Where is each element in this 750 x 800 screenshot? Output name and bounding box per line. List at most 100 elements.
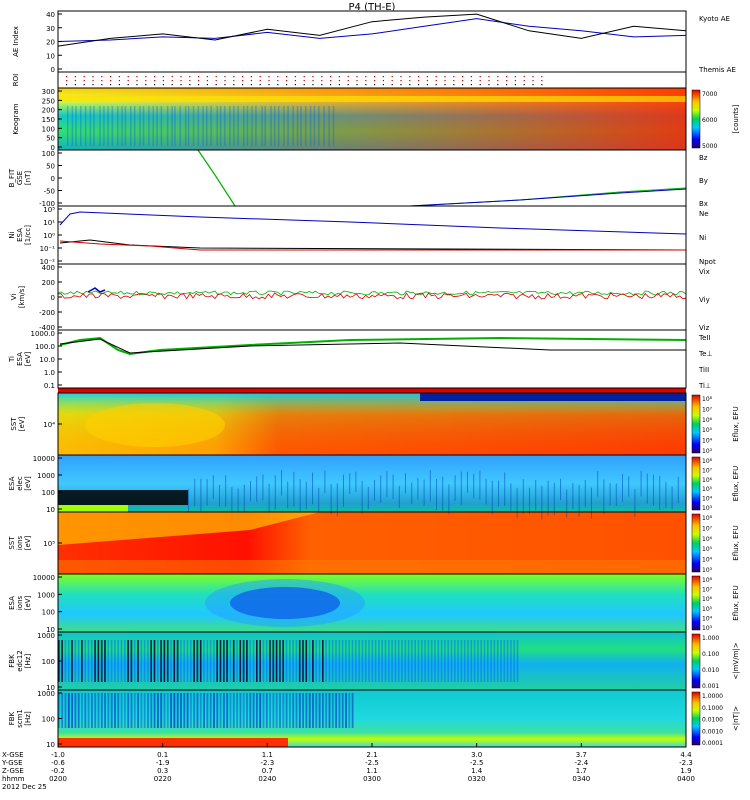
keogram-stripe xyxy=(156,106,158,146)
roi-dot xyxy=(294,76,296,78)
y-tick-label: 100.0 xyxy=(35,343,55,351)
y-tick-label: 1000 xyxy=(37,632,55,640)
roi-dot xyxy=(391,84,393,86)
colorbar-tick: 0.010 xyxy=(702,667,719,674)
roi-dot xyxy=(532,80,534,82)
fbk-scm1-stripe xyxy=(272,693,275,728)
fbk-edc12-stripe xyxy=(368,640,370,682)
fbk-edc12-stripe xyxy=(285,640,288,682)
y-tick-label: 40 xyxy=(46,11,55,19)
fbk-scm1-stripe xyxy=(140,693,143,728)
esa-elec-noise xyxy=(467,471,468,493)
keogram-stripe xyxy=(166,106,169,146)
colorbar-tick: 10³ xyxy=(702,448,713,455)
fbk-edc12-stripe xyxy=(444,640,446,682)
roi-dot xyxy=(215,80,217,82)
fbk-scm1-stripe xyxy=(84,693,87,728)
sst-ions-lower xyxy=(58,560,686,574)
fbk-edc12-stripe xyxy=(262,640,265,682)
fbk-scm1-stripe xyxy=(94,693,97,728)
colorbar-tick: 10⁸ xyxy=(702,458,713,465)
legend-entry: Viz xyxy=(699,324,710,332)
roi-dot xyxy=(470,80,472,82)
esa-elec-noise xyxy=(212,475,214,499)
esa-elec-noise xyxy=(219,484,220,507)
x-tick-label: -1.0 xyxy=(51,751,65,759)
esa-elec-noise xyxy=(262,474,264,501)
esa-elec-noise xyxy=(646,473,648,504)
fbk-edc12-stripe xyxy=(374,640,377,682)
esa-elec-noise xyxy=(560,478,561,500)
legend-entry: Npot xyxy=(699,258,716,266)
keogram-stripe xyxy=(219,106,222,146)
fbk-scm1-stripe xyxy=(71,693,73,728)
fbk-edc12-stripe xyxy=(503,640,506,682)
velocity-viz xyxy=(87,287,106,293)
panel-ylabel: B_FIT xyxy=(8,168,16,187)
fbk-scm1-stripe xyxy=(275,693,278,728)
roi-dot xyxy=(118,80,120,82)
fbk-scm1-stripe xyxy=(246,693,248,728)
keogram-stripe xyxy=(210,106,212,146)
roi-dot xyxy=(409,76,411,78)
y-tick-label: 30 xyxy=(46,25,55,33)
colorbar-label: <|nT|> xyxy=(732,706,740,731)
roi-dot xyxy=(400,76,402,78)
y-tick-label: 1.0 xyxy=(44,369,55,377)
esa-elec-noise xyxy=(628,476,630,497)
roi-dot xyxy=(198,80,200,82)
y-tick-label: 10⁵ xyxy=(43,540,55,548)
roi-dot xyxy=(294,84,296,86)
roi-dot xyxy=(409,84,411,86)
esa-elec-noise xyxy=(653,474,654,506)
y-tick-label: 10⁰ xyxy=(43,232,55,240)
fbk-edc12-stripe xyxy=(100,640,103,682)
colorbar-tick: 10³ xyxy=(702,567,713,574)
esa-elec-noise xyxy=(243,484,245,515)
x-tick-label: -2.4 xyxy=(574,759,588,767)
fbk-edc12-stripe xyxy=(477,640,479,682)
fbk-edc12-stripe xyxy=(487,640,489,682)
fbk-edc12-stripe xyxy=(338,640,341,682)
y-tick-label: 1000 xyxy=(37,472,55,480)
esa-elec-noise xyxy=(566,489,568,518)
esa-elec-noise xyxy=(442,476,444,511)
roi-dot xyxy=(426,80,428,82)
roi-dot xyxy=(435,84,437,86)
fbk-scm1-stripe xyxy=(190,693,192,728)
esa-elec-noise xyxy=(374,479,375,501)
roi-dot xyxy=(162,84,164,86)
panel-ylabel: [eV] xyxy=(24,535,32,550)
esa-elec-noise xyxy=(448,484,450,514)
roi-dot xyxy=(224,80,226,82)
keogram-stripe xyxy=(270,106,272,146)
roi-dot xyxy=(66,80,68,82)
fbk-edc12-stripe xyxy=(328,640,331,682)
keogram-stripe xyxy=(332,106,335,146)
roi-dot xyxy=(523,80,525,82)
y-tick-label: 0 xyxy=(51,294,55,302)
panel-ylabel: AE Index xyxy=(12,26,20,57)
fbk-scm1-stripe xyxy=(67,693,70,728)
y-tick-label: -50 xyxy=(44,188,55,196)
fbk-scm1-stripe xyxy=(305,693,308,728)
fbk-edc12-stripe xyxy=(186,640,189,682)
roi-dot xyxy=(321,76,323,78)
fbk-scm1-stripe xyxy=(91,693,93,728)
legend-entry: Ni xyxy=(699,234,706,242)
density-ne xyxy=(59,240,686,251)
fbk-edc12-stripe xyxy=(114,640,116,682)
keogram-stripe xyxy=(202,106,204,146)
fbk-edc12-stripe xyxy=(318,640,321,682)
roi-dot xyxy=(382,80,384,82)
esa-elec-noise xyxy=(510,483,512,511)
y-tick-label: -400 xyxy=(39,324,55,332)
fbk-edc12-stripe xyxy=(483,640,486,682)
panel-frame xyxy=(57,263,687,331)
roi-dot xyxy=(514,76,516,78)
roi-dot xyxy=(541,84,543,86)
colorbar-label: [counts] xyxy=(732,104,740,133)
roi-dot xyxy=(110,84,112,86)
roi-dot xyxy=(83,76,85,78)
